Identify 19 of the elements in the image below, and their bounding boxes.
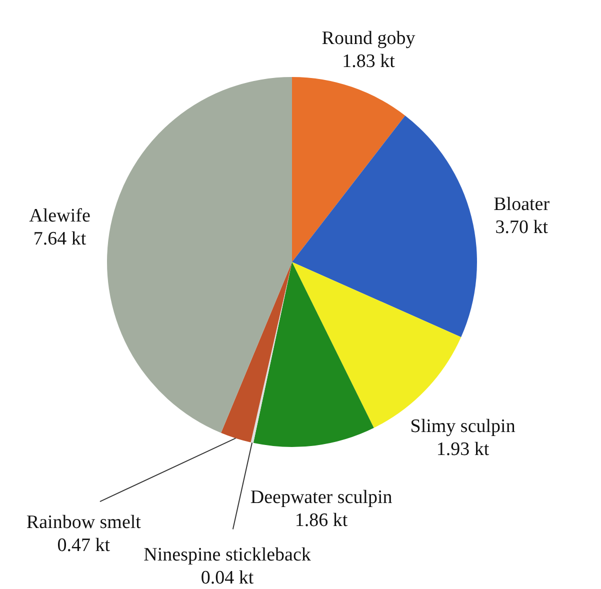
slice-label: Deepwater sculpin	[250, 486, 393, 508]
slice-label: Ninespine stickleback	[144, 544, 312, 566]
data-label: 1.83 kt	[342, 50, 396, 72]
pie-slice	[107, 77, 292, 433]
data-label: 0.47 kt	[57, 534, 111, 556]
data-label: 1.86 kt	[294, 510, 348, 531]
pie-slice	[253, 262, 374, 447]
pie-slice	[292, 116, 477, 338]
slice-label: Bloater	[494, 194, 550, 216]
data-label: 7.64 kt	[33, 228, 87, 250]
slice-label: Rainbow smelt	[26, 512, 142, 533]
slice-label: Alewife	[29, 206, 90, 227]
data-label: 0.04 kt	[200, 568, 254, 589]
slice-label: Round goby	[322, 28, 416, 49]
pie-slice	[292, 77, 406, 262]
slice-label: Slimy sculpin	[410, 416, 516, 438]
data-label: 3.70 kt	[495, 217, 549, 238]
pie-slice	[221, 262, 292, 442]
data-label: 1.93 kt	[436, 439, 490, 460]
